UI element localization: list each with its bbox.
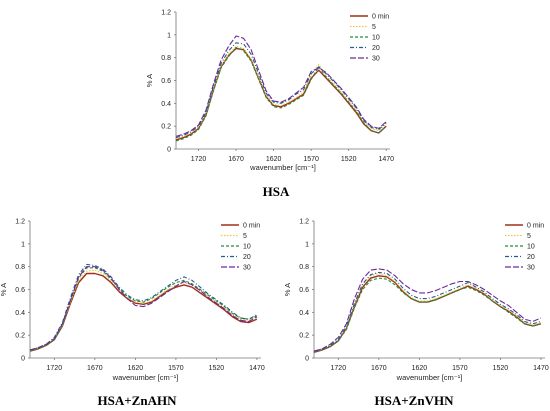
x-tick-label: 1570	[303, 156, 319, 163]
series-line-5	[175, 45, 387, 140]
legend-label-10: 10	[372, 35, 380, 42]
legend-label-10: 10	[527, 244, 535, 251]
legend-label-20: 20	[372, 45, 380, 52]
y-tick-label: 0	[305, 356, 309, 363]
y-tick-label: 1.2	[15, 219, 25, 226]
y-axis-label: % A	[0, 283, 8, 296]
y-tick-label: 0.6	[299, 287, 309, 294]
series-line-20	[313, 271, 542, 352]
legend-label-30: 30	[243, 265, 251, 272]
chart-hsa-znahn: 0 0.2 0.4 0.6 0.8 1 1.2 1720 1670 1620 1570 1520 147…	[0, 219, 265, 383]
y-tick-label: 0.2	[299, 333, 309, 340]
y-tick-label: 0.8	[15, 264, 25, 271]
x-tick-label: 1620	[412, 365, 428, 372]
legend-label-5: 5	[527, 233, 531, 240]
x-tick-label: 1570	[452, 365, 468, 372]
y-tick-label: 1	[167, 32, 171, 39]
x-tick-label: 1620	[128, 365, 144, 372]
y-tick-label: 0.4	[161, 101, 171, 108]
panel-hsa-znahn: 0 0.2 0.4 0.6 0.8 1 1.2 1720 1670 1620 1570 1520 147…	[0, 219, 265, 409]
legend-label-0-min: 0 min	[527, 223, 544, 230]
legend-label-30: 30	[372, 56, 380, 63]
y-tick-label: 0.8	[161, 55, 171, 62]
series-line-5	[313, 272, 542, 352]
x-tick-label: 1720	[47, 365, 63, 372]
x-tick-label: 1720	[191, 156, 207, 163]
x-tick-label: 1670	[228, 156, 244, 163]
series-line-0-min	[29, 272, 258, 352]
x-tick-label: 1520	[341, 156, 357, 163]
x-tick-label: 1720	[331, 365, 347, 372]
series-line-5	[29, 269, 258, 351]
legend-label-5: 5	[243, 233, 247, 240]
y-tick-label: 1.2	[161, 10, 171, 17]
chart-hsa-znvhn: 0 0.2 0.4 0.6 0.8 1 1.2 1720 1670 1620 1570 1520 147…	[283, 219, 549, 383]
legend-label-20: 20	[243, 254, 251, 261]
y-tick-label: 0.4	[15, 310, 25, 317]
panel-title-hsa-znvhn: HSA+ZnVHN	[375, 393, 455, 408]
series-line-10	[175, 46, 387, 142]
x-tick-label: 1570	[168, 365, 184, 372]
series-line-30	[313, 268, 542, 352]
y-tick-label: 0.6	[15, 287, 25, 294]
y-axis-label: % A	[283, 283, 292, 296]
panel-hsa-znvhn: 0 0.2 0.4 0.6 0.8 1 1.2 1720 1670 1620 1570 1520 147…	[283, 219, 549, 409]
y-tick-label: 1	[21, 241, 25, 248]
y-tick-label: 0.8	[299, 264, 309, 271]
legend-label-0-min: 0 min	[243, 223, 260, 230]
panel-hsa: 0 0.2 0.4 0.6 0.8 1 1.2 1720 1670 1620 1570 1520 147…	[145, 10, 394, 200]
y-tick-label: 0.2	[161, 124, 171, 131]
legend-label-30: 30	[527, 265, 535, 272]
x-axis-label: wavenumber [cm⁻¹]	[249, 163, 316, 172]
x-axis-label: wavenumber [cm⁻¹]	[396, 373, 463, 382]
x-tick-label: 1470	[378, 156, 394, 163]
x-tick-label: 1470	[249, 365, 265, 372]
series-line-0-min	[175, 47, 387, 141]
x-tick-label: 1620	[266, 156, 282, 163]
series-line-10	[313, 277, 542, 353]
y-tick-label: 1.2	[299, 219, 309, 226]
x-tick-label: 1520	[493, 365, 509, 372]
y-tick-label: 0	[21, 356, 25, 363]
series-line-20	[175, 42, 387, 139]
x-tick-label: 1470	[533, 365, 549, 372]
series-line-30	[29, 266, 258, 351]
y-axis-label: % A	[145, 74, 154, 87]
x-tick-label: 1670	[371, 365, 387, 372]
y-tick-label: 0.2	[15, 333, 25, 340]
series-line-30	[175, 35, 387, 137]
legend-label-0-min: 0 min	[372, 14, 389, 21]
chart-hsa: 0 0.2 0.4 0.6 0.8 1 1.2 1720 1670 1620 1570 1520 147…	[145, 10, 394, 173]
y-tick-label: 0.4	[299, 310, 309, 317]
legend-label-5: 5	[372, 24, 376, 31]
y-tick-label: 1	[305, 241, 309, 248]
y-tick-label: 0.6	[161, 78, 171, 85]
series-line-0-min	[313, 275, 542, 353]
x-tick-label: 1670	[87, 365, 103, 372]
panel-title-hsa-znahn: HSA+ZnAHN	[98, 393, 178, 408]
legend-label-20: 20	[527, 254, 535, 261]
panel-title-hsa: HSA	[263, 184, 290, 199]
legend-label-10: 10	[243, 244, 251, 251]
x-tick-label: 1520	[209, 365, 225, 372]
x-axis-label: wavenumber [cm⁻¹]	[112, 373, 179, 382]
y-tick-label: 0	[167, 147, 171, 154]
